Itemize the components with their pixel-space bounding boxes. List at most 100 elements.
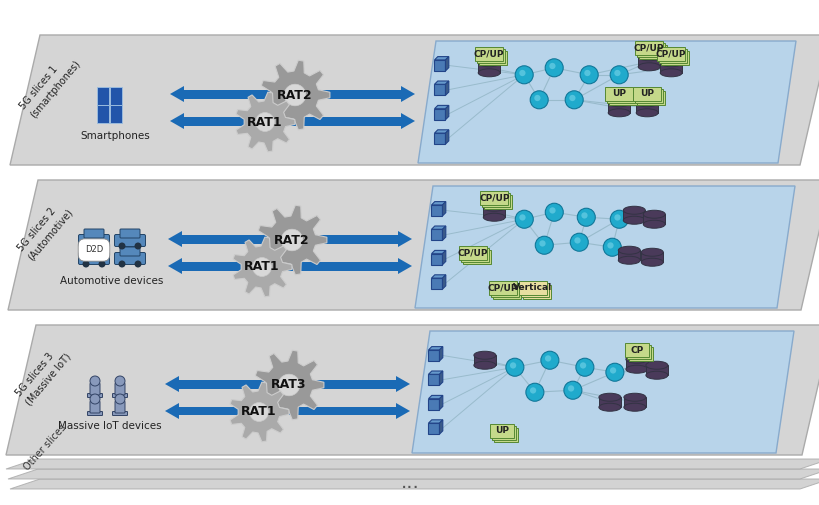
Polygon shape: [233, 237, 292, 297]
Circle shape: [115, 376, 124, 386]
Circle shape: [609, 367, 616, 374]
Ellipse shape: [640, 258, 663, 266]
Ellipse shape: [473, 351, 495, 359]
Polygon shape: [170, 86, 183, 102]
Polygon shape: [445, 130, 448, 144]
Polygon shape: [442, 226, 446, 240]
Text: D2D: D2D: [85, 245, 103, 255]
FancyBboxPatch shape: [90, 383, 100, 395]
Polygon shape: [428, 371, 442, 374]
Polygon shape: [236, 92, 295, 152]
FancyBboxPatch shape: [478, 51, 507, 65]
FancyBboxPatch shape: [660, 51, 688, 65]
FancyBboxPatch shape: [112, 412, 127, 416]
Circle shape: [580, 66, 598, 84]
Circle shape: [284, 84, 305, 106]
FancyBboxPatch shape: [518, 281, 546, 295]
Circle shape: [549, 207, 555, 214]
FancyBboxPatch shape: [635, 89, 663, 103]
Ellipse shape: [618, 246, 640, 254]
Circle shape: [249, 402, 268, 422]
Circle shape: [134, 242, 142, 249]
Circle shape: [568, 95, 575, 101]
Ellipse shape: [482, 213, 505, 221]
Circle shape: [545, 356, 550, 362]
FancyBboxPatch shape: [459, 246, 486, 260]
FancyBboxPatch shape: [182, 234, 397, 243]
Polygon shape: [442, 201, 446, 216]
FancyBboxPatch shape: [484, 195, 512, 209]
Polygon shape: [428, 346, 442, 350]
Circle shape: [577, 208, 595, 226]
Polygon shape: [431, 250, 446, 254]
Polygon shape: [258, 205, 327, 275]
FancyBboxPatch shape: [624, 343, 648, 357]
FancyBboxPatch shape: [480, 191, 508, 205]
FancyBboxPatch shape: [431, 278, 442, 289]
Ellipse shape: [636, 99, 658, 107]
Ellipse shape: [625, 365, 647, 373]
Circle shape: [613, 214, 620, 221]
FancyBboxPatch shape: [428, 374, 439, 385]
Circle shape: [90, 376, 100, 386]
Circle shape: [530, 91, 548, 109]
FancyBboxPatch shape: [90, 401, 100, 413]
Polygon shape: [636, 103, 658, 113]
Circle shape: [563, 381, 581, 399]
Polygon shape: [625, 359, 647, 369]
Ellipse shape: [645, 361, 667, 369]
FancyBboxPatch shape: [604, 87, 632, 101]
Polygon shape: [608, 103, 630, 113]
Circle shape: [529, 387, 536, 393]
FancyBboxPatch shape: [626, 345, 650, 359]
Circle shape: [514, 210, 532, 228]
Text: CP/UP: CP/UP: [473, 49, 504, 58]
FancyBboxPatch shape: [636, 43, 664, 57]
Polygon shape: [170, 113, 183, 129]
FancyBboxPatch shape: [88, 393, 102, 397]
Ellipse shape: [623, 393, 645, 401]
Circle shape: [545, 203, 563, 221]
FancyBboxPatch shape: [658, 49, 686, 63]
FancyBboxPatch shape: [460, 248, 488, 262]
Circle shape: [539, 240, 545, 246]
Circle shape: [518, 214, 525, 221]
Circle shape: [581, 212, 587, 219]
Circle shape: [613, 70, 620, 76]
FancyBboxPatch shape: [490, 424, 514, 438]
Polygon shape: [8, 180, 819, 310]
Ellipse shape: [637, 63, 659, 71]
FancyBboxPatch shape: [482, 193, 509, 207]
Polygon shape: [230, 382, 288, 442]
Polygon shape: [396, 376, 410, 392]
Circle shape: [545, 59, 563, 77]
Circle shape: [575, 358, 593, 376]
Circle shape: [256, 113, 274, 131]
FancyBboxPatch shape: [84, 247, 104, 256]
Polygon shape: [431, 275, 446, 278]
Polygon shape: [397, 258, 411, 274]
Text: 5G slices 1
(smartphones): 5G slices 1 (smartphones): [18, 50, 82, 120]
Circle shape: [83, 261, 89, 268]
FancyBboxPatch shape: [79, 234, 110, 246]
FancyBboxPatch shape: [179, 407, 396, 416]
Polygon shape: [598, 397, 620, 407]
FancyBboxPatch shape: [431, 254, 442, 265]
Polygon shape: [439, 420, 442, 434]
Polygon shape: [442, 275, 446, 289]
FancyBboxPatch shape: [115, 401, 124, 413]
Ellipse shape: [636, 109, 658, 117]
Polygon shape: [431, 226, 446, 229]
Circle shape: [541, 351, 559, 369]
Ellipse shape: [642, 210, 664, 218]
Text: Massive IoT devices: Massive IoT devices: [58, 421, 161, 431]
Circle shape: [607, 242, 613, 248]
FancyBboxPatch shape: [84, 229, 104, 238]
Text: RAT3: RAT3: [271, 379, 306, 391]
Text: Automotive devices: Automotive devices: [61, 276, 164, 286]
Text: CP/UP: CP/UP: [478, 194, 509, 203]
Polygon shape: [477, 63, 500, 73]
Polygon shape: [255, 350, 324, 420]
FancyBboxPatch shape: [434, 84, 445, 95]
Polygon shape: [622, 210, 645, 220]
